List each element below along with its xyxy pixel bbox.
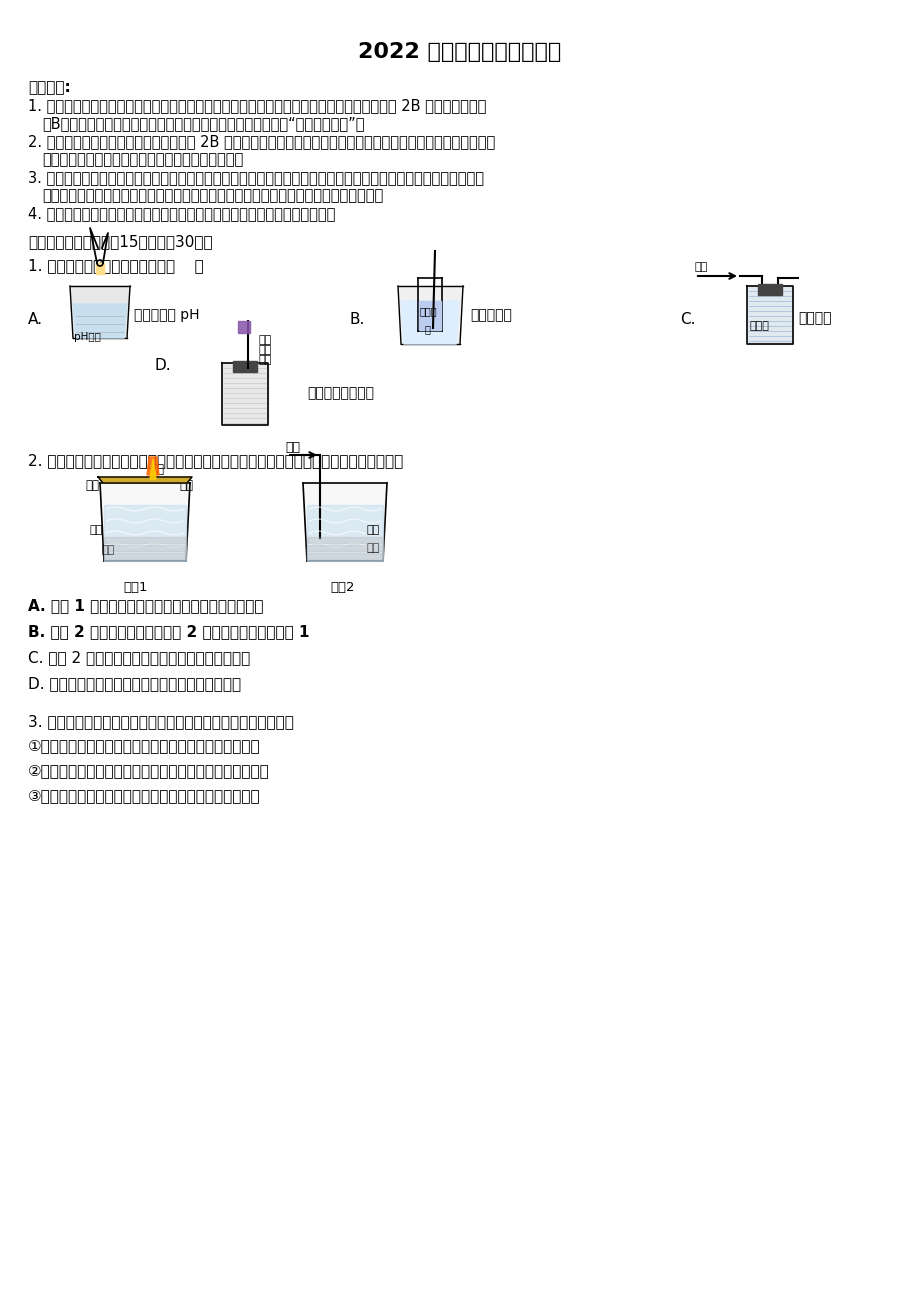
Text: 一、单选题（本大题入15小题，入30分）: 一、单选题（本大题入15小题，入30分） [28,234,212,249]
Polygon shape [307,536,382,543]
Polygon shape [418,301,440,329]
Text: C. 实验 2 中如果停止通入氧气，燃着的白磷会息灭: C. 实验 2 中如果停止通入氧气，燃着的白磷会息灭 [28,650,250,665]
Polygon shape [100,483,190,561]
Text: 紫色: 紫色 [259,335,272,345]
Text: 2. 作答选择题时，选出每小题答案后，用 2B 铅笔把答题卡上对应题目选项的答案信息点途黑；如需改动，用橡皮擦: 2. 作答选择题时，选出每小题答案后，用 2B 铅笔把答题卡上对应题目选项的答案… [28,134,494,148]
Text: ①氢气点燃前需验纯，则点燃任何可燃性气体前都需验纯: ①氢气点燃前需验纯，则点燃任何可燃性气体前都需验纯 [28,738,260,753]
Polygon shape [104,536,186,543]
Text: 红磷: 红磷 [150,464,164,477]
Text: A.: A. [28,312,43,327]
Text: 铜片: 铜片 [179,479,193,492]
Polygon shape [104,505,186,561]
Text: B.: B. [349,312,365,327]
Polygon shape [398,286,462,344]
Text: pH试纸: pH试纸 [74,332,101,342]
Text: 实验2: 实验2 [330,581,354,594]
Text: B. 实验 2 中白磷燃烧，说明实验 2 中的热水温度高于实验 1: B. 实验 2 中白磷燃烧，说明实验 2 中的热水温度高于实验 1 [28,624,309,639]
Text: D.: D. [154,358,172,372]
Polygon shape [302,483,387,561]
Text: 浓硫酸: 浓硫酸 [420,306,437,316]
Text: 水: 水 [425,324,430,335]
Text: 石蕊: 石蕊 [259,345,272,355]
Text: 热水: 热水 [90,525,103,535]
Text: 注意事项:: 注意事项: [28,79,71,95]
Text: 白磷: 白磷 [367,543,380,553]
Polygon shape [70,286,130,339]
Polygon shape [746,286,792,344]
Text: ②单质由同种元素组成则由同种元素组成的物质一定是单质: ②单质由同种元素组成则由同种元素组成的物质一定是单质 [28,763,269,779]
Text: 实验1: 实验1 [123,581,147,594]
Text: 白磷: 白磷 [85,479,99,492]
Polygon shape [104,553,186,559]
Polygon shape [307,546,382,551]
Text: 干净后，再选途其他答案。答案不能答在试题卷上。: 干净后，再选途其他答案。答案不能答在试题卷上。 [42,152,243,167]
Text: A. 实验 1 中红磷未燃烧，说明红磷的着火点高于白磷: A. 实验 1 中红磷未燃烧，说明红磷的着火点高于白磷 [28,598,263,613]
Polygon shape [98,477,192,483]
Polygon shape [221,363,267,424]
Text: 稀释浓硫酸: 稀释浓硫酸 [470,309,511,322]
Text: 2. 如图是一组用于研究可燃物燃烧条件的对比实验，对有关实验现象和结论的判断错误的是: 2. 如图是一组用于研究可燃物燃烧条件的对比实验，对有关实验现象和结论的判断错误… [28,453,403,467]
Polygon shape [73,303,127,339]
Text: 干燥氢气: 干燥氢气 [797,311,831,326]
Polygon shape [757,284,781,296]
Text: 白磷: 白磷 [102,546,115,555]
Text: 1. 答卷前，考生务必将自己的姓名、准考证号、考场号和座位号填写在试题卷和答题卡上。用 2B 铅笔将试卷类型: 1. 答卷前，考生务必将自己的姓名、准考证号、考场号和座位号填写在试题卷和答题卡… [28,98,486,113]
Text: 检验溶液的酸碱性: 检验溶液的酸碱性 [307,385,374,400]
Text: 测定溶液的 pH: 测定溶液的 pH [134,309,199,322]
Text: ③氧气由氧元素组成则制取氧气的反应物一定含有氧元素: ③氧气由氧元素组成则制取氧气的反应物一定含有氧元素 [28,788,260,803]
Text: 溶液: 溶液 [259,355,272,365]
Text: 1. 下列图示的实验操作正确的是（    ）: 1. 下列图示的实验操作正确的是（ ） [28,258,203,273]
Polygon shape [150,460,156,479]
Text: 氧气: 氧气 [285,441,300,454]
Text: C.: C. [679,312,695,327]
Polygon shape [104,546,186,551]
Text: 浓硫酸: 浓硫酸 [749,322,769,331]
Text: 划掉原来的答案，然后再写上新答案；不准使用铅笔和涂改液。不按以上要求作答无效。: 划掉原来的答案，然后再写上新答案；不准使用铅笔和涂改液。不按以上要求作答无效。 [42,187,383,203]
Polygon shape [307,553,382,559]
Text: 热水: 热水 [367,525,380,535]
Text: 4. 考生必须保证答题卡的整洁。考试结束后，请将本试卷和答题卡一并交回。: 4. 考生必须保证答题卡的整洁。考试结束后，请将本试卷和答题卡一并交回。 [28,206,335,221]
Text: 3. 非选择题必须用黑色字迹的钔笔或签字笔作答，答案必须写在答题卡各题目指定区域内相应位置上；如需改动，先: 3. 非选择题必须用黑色字迹的钔笔或签字笔作答，答案必须写在答题卡各题目指定区域… [28,171,483,185]
Text: （B）填涂在答题卡相应位置上。将条形码粘贴在答题卡右上角“条形码粘贴处”。: （B）填涂在答题卡相应位置上。将条形码粘贴在答题卡右上角“条形码粘贴处”。 [42,116,364,132]
Text: D. 可燃物燃烧需要氧气（或空气），并达到着火点: D. 可燃物燃烧需要氧气（或空气），并达到着火点 [28,676,241,691]
Polygon shape [147,457,159,475]
Text: 进气: 进气 [694,262,708,272]
Polygon shape [233,361,256,372]
Text: 3. 推理和归纳是研究和学习化学的重要方法。以下说法正确的是: 3. 推理和归纳是研究和学习化学的重要方法。以下说法正确的是 [28,713,293,729]
Polygon shape [401,301,459,344]
Text: 2022 学年中考化学模拟试卷: 2022 学年中考化学模拟试卷 [358,42,561,62]
Polygon shape [238,322,250,333]
Polygon shape [307,505,382,561]
Polygon shape [96,263,104,273]
